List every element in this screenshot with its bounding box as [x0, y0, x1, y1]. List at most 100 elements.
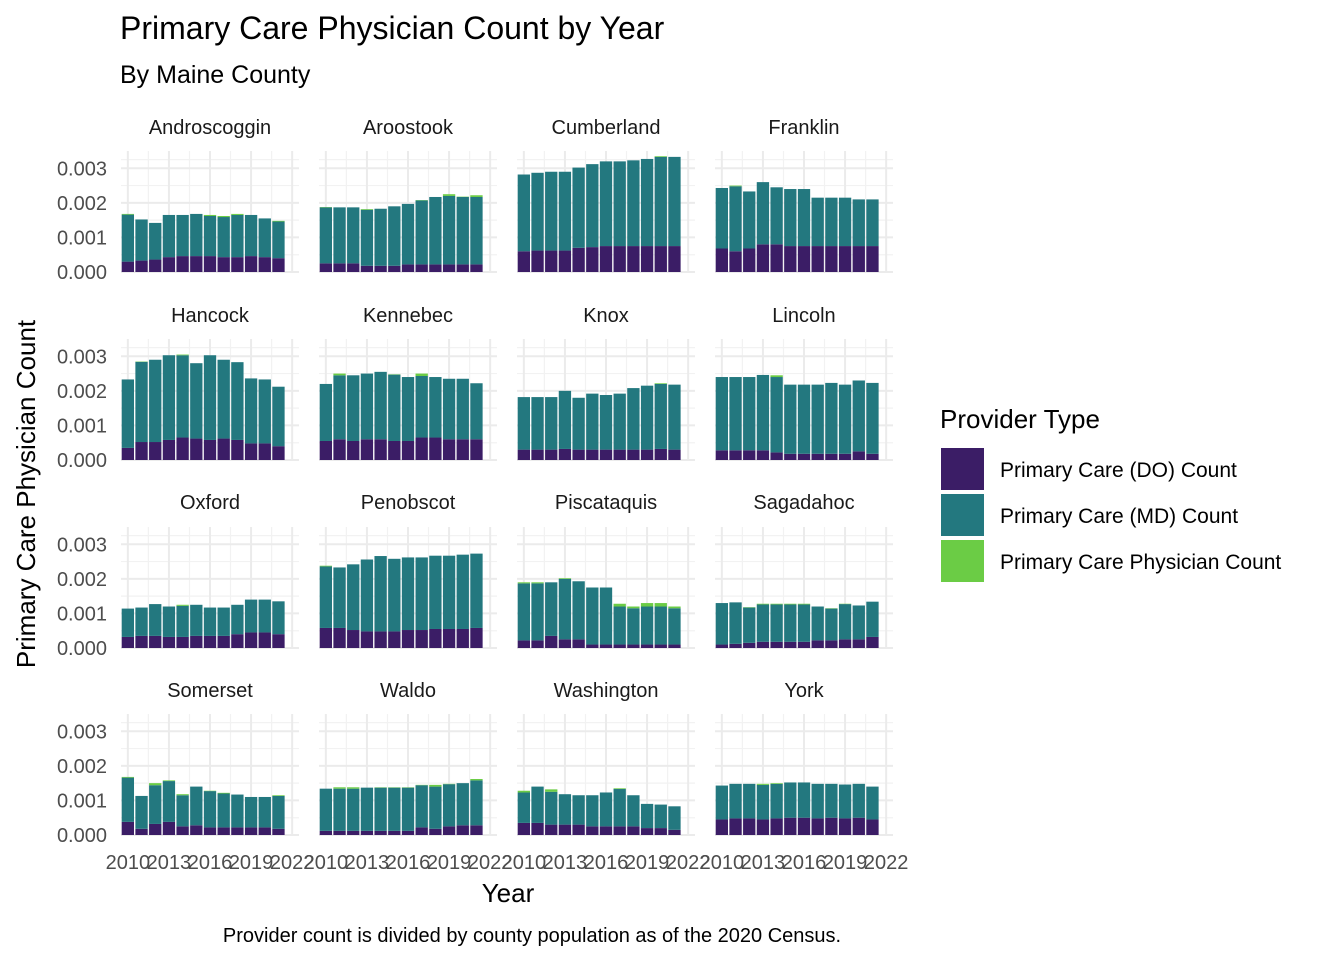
bar-segment-md	[838, 784, 852, 819]
bar-segment-do	[558, 250, 572, 272]
bar-segment-do	[149, 823, 162, 835]
bar-segment-do	[258, 632, 271, 648]
bar-segment-md	[442, 378, 456, 440]
bar-segment-md	[374, 787, 387, 831]
bar-segment-do	[599, 246, 613, 272]
bar-segment-do	[811, 453, 824, 460]
bar-segment-physician	[217, 792, 230, 794]
bar-segment-md	[729, 602, 742, 644]
bar-segment-do	[333, 439, 346, 460]
bar-segment-md	[784, 189, 797, 247]
bar-segment-do	[640, 828, 654, 835]
facet-label: Piscataquis	[555, 492, 657, 514]
bar-segment-md	[162, 214, 176, 258]
facet-label: Waldo	[380, 680, 436, 702]
bar-segment-md	[360, 787, 374, 831]
facet-label: York	[784, 680, 824, 702]
bar-segment-physician	[627, 606, 640, 609]
x-tick-label: 2013	[543, 852, 588, 874]
bar-segment-md	[333, 375, 346, 440]
bar-segment-physician	[797, 603, 811, 605]
bar-segment-md	[121, 777, 135, 822]
bar-segment-physician	[531, 582, 544, 584]
bar-segment-md	[244, 599, 258, 633]
bar-segment-md	[470, 780, 483, 826]
bar-segment-md	[401, 203, 415, 265]
facet-panel-androscoggin: Androscoggin 0.000 0.001 0.002 0.003	[57, 117, 299, 284]
bar-segment-do	[784, 453, 797, 460]
facet-label: Sagadahoc	[753, 492, 854, 514]
bar-segment-do	[333, 627, 346, 648]
bar-segment-md	[613, 393, 626, 450]
x-tick-label: 2016	[584, 852, 629, 874]
facet-label: Somerset	[167, 680, 253, 702]
bar-segment-md	[244, 796, 258, 828]
bar-segment-do	[517, 449, 531, 460]
bar-segment-do	[627, 246, 640, 272]
bar-segment-do	[866, 246, 879, 272]
y-tick-label: 0.001	[57, 603, 107, 625]
bar-segment-do	[572, 824, 585, 835]
bar-segment-md	[545, 171, 558, 251]
bar-segment-do	[272, 828, 285, 835]
bar-segment-do	[743, 818, 756, 835]
facet-panel-hancock: Hancock 0.000 0.001 0.002 0.003	[57, 305, 299, 472]
bar-segment-md	[415, 375, 428, 438]
bar-segment-do	[640, 246, 654, 272]
bar-segment-md	[401, 557, 415, 631]
y-tick-label: 0.001	[57, 790, 107, 812]
bar-segment-physician	[770, 375, 783, 378]
bar-segment-md	[360, 209, 374, 266]
facet-panel-somerset: Somerset 0.000 0.001 0.002 0.003 201020132016…	[57, 680, 314, 874]
bar-segment-do	[756, 450, 770, 460]
x-tick-label: 2016	[386, 852, 431, 874]
bar-segment-md	[715, 603, 729, 645]
bar-segment-md	[770, 783, 783, 819]
bar-segment-do	[360, 631, 374, 648]
bar-segment-md	[531, 583, 544, 641]
bar-segment-md	[190, 213, 203, 257]
bar-segment-physician	[668, 606, 681, 609]
bar-segment-md	[456, 783, 469, 826]
bar-segment-do	[668, 644, 681, 648]
bar-segment-do	[838, 246, 852, 272]
y-tick-label: 0.001	[57, 227, 107, 249]
bar-segment-do	[401, 830, 415, 835]
bar-segment-do	[743, 642, 756, 648]
bar-segment-md	[866, 601, 879, 637]
bar-segment-md	[743, 191, 756, 249]
bar-segment-md	[613, 606, 626, 645]
bar-segment-do	[149, 442, 162, 460]
bar-segment-do	[347, 440, 360, 460]
bar-segment-md	[668, 608, 681, 645]
bar-segment-md	[627, 608, 640, 645]
bar-segment-do	[319, 830, 333, 835]
bar-segment-physician	[415, 373, 428, 376]
x-tick-label: 2019	[229, 852, 274, 874]
bar-segment-md	[866, 199, 879, 247]
facet-label: Hancock	[171, 305, 250, 327]
bar-segment-do	[838, 639, 852, 648]
bar-segment-physician	[360, 209, 374, 210]
bar-segment-md	[231, 604, 244, 635]
bar-segment-do	[586, 826, 599, 835]
bar-segment-do	[572, 639, 585, 648]
bar-segment-do	[272, 634, 285, 648]
bar-segment-do	[784, 817, 797, 835]
bar-segment-do	[729, 251, 742, 272]
bar-segment-md	[654, 383, 667, 449]
bar-segment-md	[715, 187, 729, 249]
bar-segment-do	[729, 818, 742, 835]
bar-segment-do	[258, 827, 271, 835]
bar-segment-do	[470, 627, 483, 648]
bar-segment-do	[852, 817, 865, 835]
bar-segment-do	[203, 827, 217, 835]
bar-segment-do	[121, 261, 135, 272]
bar-segment-md	[429, 377, 442, 438]
bar-segment-do	[715, 819, 729, 835]
facet-panel-sagadahoc: Sagadahoc	[715, 492, 893, 649]
y-axis-title: Primary Care Physician Count	[11, 319, 41, 668]
bar-segment-md	[668, 156, 681, 247]
